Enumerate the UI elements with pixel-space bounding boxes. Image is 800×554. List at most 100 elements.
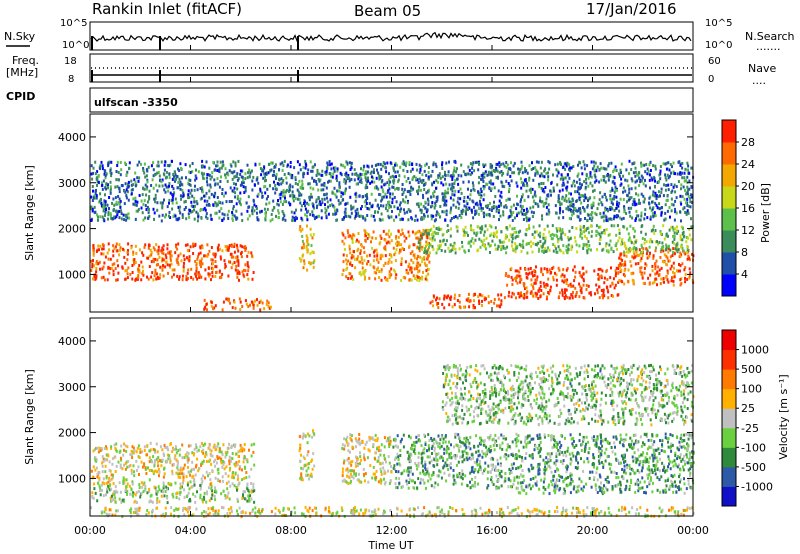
- power-cell: [149, 248, 152, 252]
- power-cell: [642, 281, 645, 285]
- velocity-cell: [143, 481, 146, 485]
- power-cell: [456, 177, 458, 181]
- power-cell: [134, 217, 137, 221]
- velocity-cell: [214, 464, 217, 468]
- velocity-cell: [238, 481, 241, 485]
- power-cell: [634, 219, 637, 222]
- power-cell: [205, 191, 208, 195]
- power-cell: [660, 187, 663, 191]
- power-cell: [669, 215, 671, 219]
- power-cell: [603, 219, 605, 223]
- power-cell: [674, 207, 676, 211]
- power-cell: [587, 213, 590, 217]
- power-cell: [516, 269, 519, 273]
- power-cell: [614, 274, 617, 278]
- power-cell: [625, 247, 628, 250]
- power-cell: [119, 205, 122, 209]
- power-cell: [595, 283, 598, 287]
- power-cell: [679, 200, 682, 204]
- power-cell: [560, 173, 563, 177]
- power-cell: [548, 248, 551, 252]
- power-cell: [483, 211, 486, 215]
- power-cell: [386, 209, 389, 213]
- velocity-cell: [211, 469, 214, 473]
- power-cell: [671, 254, 674, 257]
- power-cell: [420, 216, 423, 219]
- power-cell: [296, 188, 299, 192]
- power-cell: [400, 257, 403, 261]
- power-cell: [136, 277, 139, 281]
- power-cell: [234, 161, 237, 165]
- power-cell: [654, 164, 657, 168]
- power-cell: [505, 226, 508, 230]
- power-cell: [156, 164, 159, 168]
- power-cell: [345, 268, 348, 271]
- power-cell: [232, 255, 235, 259]
- power-cell: [297, 197, 300, 201]
- power-cell: [496, 247, 499, 251]
- power-cell: [401, 247, 404, 250]
- power-cell: [439, 239, 442, 243]
- power-cell: [523, 293, 526, 296]
- power-cell: [544, 167, 546, 171]
- power-cell: [290, 210, 293, 214]
- velocity-cell: [242, 447, 245, 451]
- power-cell: [231, 213, 234, 217]
- power-cell: [473, 205, 475, 209]
- power-cell: [485, 213, 488, 217]
- power-cell: [542, 204, 545, 208]
- power-cell: [625, 250, 628, 254]
- power-cell: [248, 214, 251, 218]
- power-cell: [337, 199, 340, 203]
- power-cell: [223, 259, 226, 263]
- power-cell: [314, 163, 316, 167]
- power-cell: [530, 210, 533, 214]
- velocity-cell: [169, 459, 172, 463]
- power-cell: [293, 195, 296, 199]
- power-cell: [515, 181, 518, 185]
- power-cell: [297, 190, 300, 194]
- power-cell: [214, 252, 217, 256]
- power-cell: [506, 283, 509, 287]
- power-cell: [384, 261, 387, 265]
- power-cell: [470, 208, 473, 212]
- power-cell: [109, 168, 112, 172]
- power-cell: [195, 267, 198, 270]
- power-cell: [430, 233, 433, 236]
- power-cell: [220, 175, 222, 179]
- power-cell: [386, 190, 389, 194]
- power-cell: [164, 265, 167, 269]
- power-cell: [214, 201, 217, 205]
- power-cell: [388, 253, 391, 257]
- power-cell: [370, 175, 373, 179]
- power-cell: [146, 169, 149, 173]
- power-cell: [327, 212, 330, 216]
- power-cell: [633, 161, 636, 165]
- power-cell: [318, 202, 321, 206]
- power-cell: [185, 274, 188, 278]
- power-cell: [557, 216, 560, 220]
- power-cell: [243, 275, 246, 279]
- power-cell: [191, 194, 194, 198]
- power-cell: [141, 251, 144, 255]
- power-cell: [92, 196, 95, 200]
- power-cell: [415, 264, 418, 268]
- power-cell: [94, 172, 97, 176]
- power-cell: [354, 266, 357, 270]
- power-cell: [312, 206, 315, 210]
- power-cell: [595, 169, 598, 173]
- power-cell: [372, 214, 375, 218]
- power-cell: [542, 182, 545, 185]
- power-cell: [353, 168, 356, 172]
- power-cell: [520, 207, 523, 211]
- power-cell: [595, 224, 598, 228]
- power-cell: [142, 167, 145, 170]
- power-cell: [572, 165, 575, 168]
- power-cell: [427, 175, 430, 179]
- power-cell: [627, 247, 630, 251]
- power-cell: [275, 173, 278, 177]
- power-cell: [418, 249, 421, 253]
- power-cell: [246, 209, 249, 213]
- power-cell: [607, 164, 610, 168]
- power-cell: [374, 277, 377, 281]
